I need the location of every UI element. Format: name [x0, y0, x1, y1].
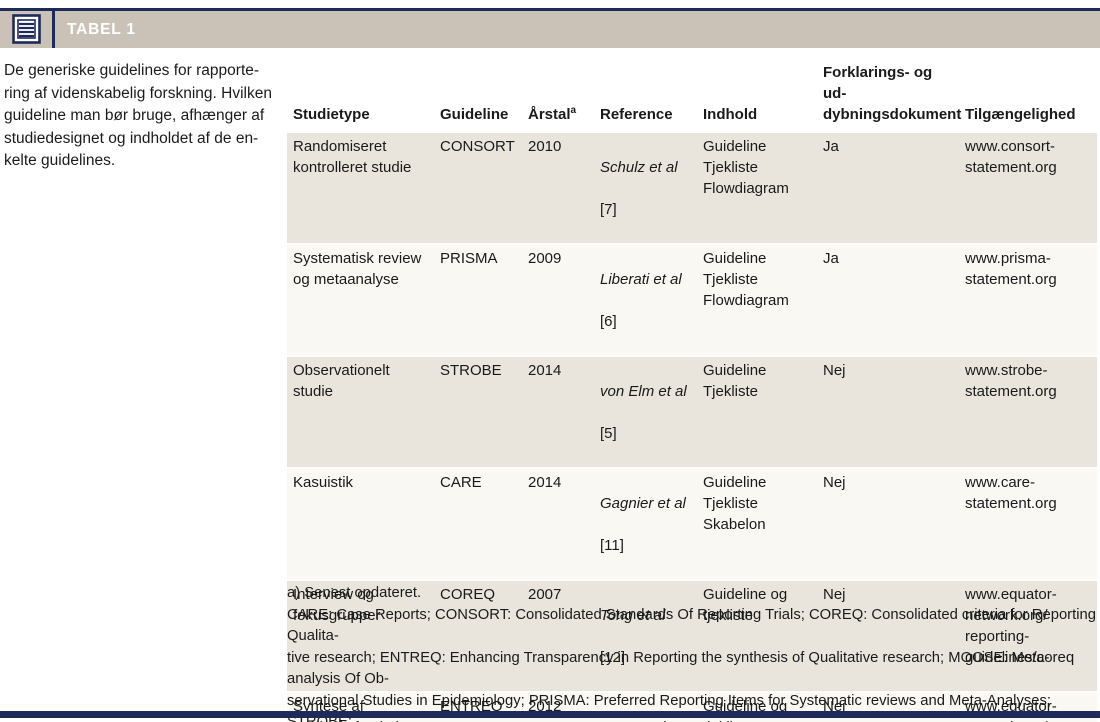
cell-indhold: Guideline Tjekliste Flowdiagram [703, 250, 789, 309]
guidelines-table: Studietype Guideline Årstala Reference I… [287, 62, 1097, 722]
column-header-studietype: Studietype [293, 106, 370, 123]
column-header-tilgaengelighed: Tilgængelighed [965, 106, 1076, 123]
cell-forklaring: Nej [823, 362, 846, 379]
table-document-icon [12, 14, 41, 45]
footnote-a: a) Senest opdateret. [287, 585, 422, 601]
column-header-arstal-label: Årstal [528, 106, 571, 123]
cell-studietype: Observationelt studie [293, 362, 390, 400]
cell-studietype: Interview og fokusgrupper [293, 586, 381, 624]
cell-guideline: ENTREQ [440, 698, 503, 715]
cell-indhold: Guideline Tjekliste [703, 362, 767, 400]
table-caption: De generiske guidelines for rapporte- ri… [4, 62, 272, 169]
cell-guideline: CONSORT [440, 138, 515, 155]
cell-guideline: COREQ [440, 586, 496, 603]
cell-forklaring: Nej [823, 474, 846, 491]
reference-number: [12] [600, 649, 626, 666]
cell-arstal: 2014 [528, 362, 562, 379]
reference-number: [7] [600, 201, 617, 218]
cell-studietype: Systematisk review og metaanalyse [293, 250, 422, 288]
cell-reference: Liberati et al [6] [600, 248, 703, 353]
cell-arstal: 2012 [528, 698, 562, 715]
cell-reference: Tong et al [13] [600, 696, 703, 722]
cell-tilgaengelighed: www.equator- network.org/ reporting- gui… [965, 698, 1057, 722]
cell-arstal: 2007 [528, 586, 562, 603]
cell-tilgaengelighed: www.strobe- statement.org [965, 362, 1057, 400]
cell-reference: Schulz et al [7] [600, 136, 703, 241]
cell-studietype: Randomiseret kontrolleret studie [293, 138, 412, 176]
table-row: Observationelt studie STROBE 2014 von El… [287, 357, 1097, 467]
cell-indhold: Guideline Tjekliste Skabelon [703, 474, 767, 533]
cell-tilgaengelighed: www.equator- network.org/ reporting- gui… [965, 586, 1075, 666]
cell-studietype: Kasuistik [293, 474, 354, 491]
cell-forklaring: Nej [823, 698, 846, 715]
table-body: Randomiseret kontrolleret studie CONSORT… [287, 133, 1097, 722]
arstal-superscript: a [570, 105, 577, 116]
cell-guideline: PRISMA [440, 250, 498, 267]
cell-forklaring: Ja [823, 138, 839, 155]
top-rule [0, 8, 1100, 11]
reference-authors: Tong et al [600, 607, 666, 624]
table-footnotes: a) Senest opdateret. CARE: Case Reports;… [287, 583, 1097, 722]
cell-tilgaengelighed: www.care- statement.org [965, 474, 1057, 512]
cell-arstal: 2010 [528, 138, 562, 155]
reference-authors: Schulz et al [600, 159, 678, 176]
reference-number: [11] [600, 537, 624, 554]
cell-tilgaengelighed: www.prisma- statement.org [965, 250, 1057, 288]
cell-indhold: Guideline og tjekliste [703, 586, 788, 624]
reference-authors: Tong et al [600, 717, 693, 722]
cell-indhold: Guideline og tjekliste Anbefaler brug af… [703, 698, 788, 722]
cell-forklaring: Nej [823, 586, 846, 603]
column-header-guideline: Guideline [440, 106, 509, 123]
footnote-abbreviations: CARE: Case Reports; CONSORT: Consolidate… [287, 606, 1096, 722]
table-tag: TABEL 1 [67, 21, 136, 38]
table-row: Systematisk review og metaanalyse PRISMA… [287, 245, 1097, 355]
column-header-reference: Reference [600, 106, 673, 123]
cell-arstal: 2009 [528, 250, 562, 267]
column-header-indhold: Indhold [703, 106, 758, 123]
reference-number: [6] [600, 313, 617, 330]
cell-guideline: CARE [440, 474, 482, 491]
cell-indhold: Guideline Tjekliste Flowdiagram [703, 138, 789, 197]
reference-authors: von Elm et al [600, 383, 687, 400]
header-bar-divider [52, 8, 55, 48]
table-row: Interview og fokusgrupper COREQ 2007 Ton… [287, 581, 1097, 691]
cell-arstal: 2014 [528, 474, 562, 491]
cell-reference: Tong et al [12] [600, 584, 703, 689]
table-row: Kasuistik CARE 2014 Gagnier et al [11] G… [287, 469, 1097, 579]
reference-authors: Liberati et al [600, 271, 682, 288]
table-header-bar: TABEL 1 [0, 8, 1100, 48]
column-header-forklaring: Forklarings- og ud- dybningsdokument [823, 64, 962, 123]
bottom-rule [0, 711, 1100, 718]
table-row: Randomiseret kontrolleret studie CONSORT… [287, 133, 1097, 243]
reference-authors: Gagnier et al [600, 495, 686, 512]
cell-guideline: STROBE [440, 362, 502, 379]
cell-forklaring: Ja [823, 250, 839, 267]
reference-number: [5] [600, 425, 617, 442]
cell-studietype: Syntese af kvalitativ forskning [293, 698, 416, 722]
cell-tilgaengelighed: www.consort- statement.org [965, 138, 1057, 176]
cell-reference: von Elm et al [5] [600, 360, 703, 465]
table-header-row: Studietype Guideline Årstala Reference I… [287, 62, 1097, 131]
cell-reference: Gagnier et al [11] [600, 472, 703, 577]
column-header-arstal: Årstala [528, 104, 600, 125]
